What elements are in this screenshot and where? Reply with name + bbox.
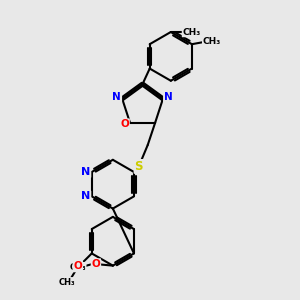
Text: N: N xyxy=(81,191,90,201)
Text: N: N xyxy=(164,92,172,102)
Text: O: O xyxy=(92,259,100,269)
Text: CH₃: CH₃ xyxy=(59,278,76,287)
Text: CH₃: CH₃ xyxy=(182,28,201,37)
Text: CH₃: CH₃ xyxy=(203,37,221,46)
Text: O: O xyxy=(74,261,82,271)
Text: CH₃: CH₃ xyxy=(69,262,86,272)
Text: N: N xyxy=(112,92,121,102)
Text: O: O xyxy=(120,119,129,129)
Text: N: N xyxy=(81,167,90,177)
Text: S: S xyxy=(135,160,143,173)
